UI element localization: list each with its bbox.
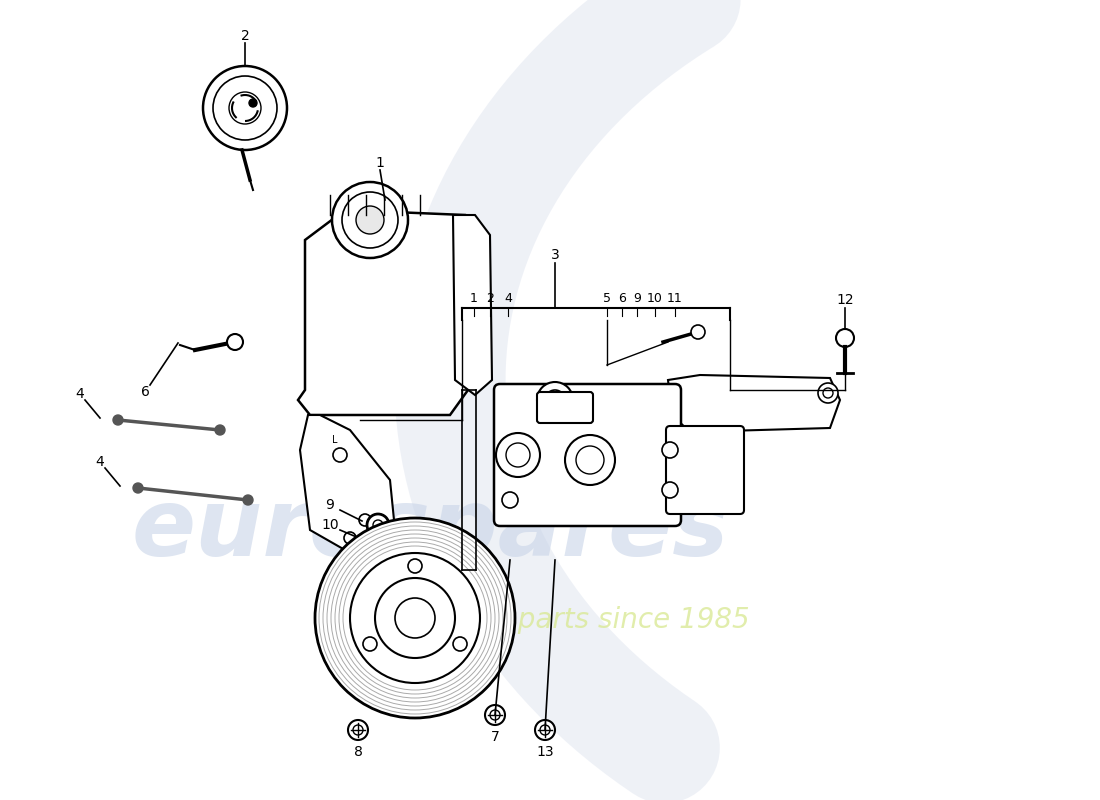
Circle shape bbox=[333, 448, 346, 462]
Circle shape bbox=[375, 578, 455, 658]
Text: 7: 7 bbox=[491, 730, 499, 744]
Circle shape bbox=[227, 334, 243, 350]
Text: 4: 4 bbox=[96, 455, 104, 469]
Polygon shape bbox=[300, 415, 395, 550]
Circle shape bbox=[502, 492, 518, 508]
Circle shape bbox=[565, 435, 615, 485]
Circle shape bbox=[367, 514, 389, 536]
Circle shape bbox=[229, 92, 261, 124]
Circle shape bbox=[213, 76, 277, 140]
Circle shape bbox=[348, 720, 369, 740]
Circle shape bbox=[395, 598, 434, 638]
Text: 4: 4 bbox=[504, 291, 512, 305]
Text: 2: 2 bbox=[486, 291, 494, 305]
Circle shape bbox=[249, 99, 257, 107]
Text: 1: 1 bbox=[375, 156, 384, 170]
Text: 1: 1 bbox=[470, 291, 477, 305]
Polygon shape bbox=[298, 210, 470, 415]
Text: a passion for parts since 1985: a passion for parts since 1985 bbox=[330, 606, 750, 634]
Text: L: L bbox=[332, 435, 338, 445]
Text: 11: 11 bbox=[667, 291, 683, 305]
Text: 10: 10 bbox=[647, 291, 663, 305]
Text: 12: 12 bbox=[836, 293, 854, 307]
Circle shape bbox=[332, 182, 408, 258]
Circle shape bbox=[133, 483, 143, 493]
Text: eurospares: eurospares bbox=[131, 484, 728, 576]
Circle shape bbox=[377, 540, 387, 550]
Text: 9: 9 bbox=[634, 291, 641, 305]
FancyBboxPatch shape bbox=[494, 384, 681, 526]
FancyBboxPatch shape bbox=[666, 426, 744, 514]
Circle shape bbox=[576, 446, 604, 474]
Circle shape bbox=[691, 325, 705, 339]
Circle shape bbox=[535, 720, 556, 740]
Circle shape bbox=[496, 433, 540, 477]
Text: 9: 9 bbox=[326, 498, 334, 512]
Circle shape bbox=[836, 329, 854, 347]
Circle shape bbox=[204, 66, 287, 150]
Text: 8: 8 bbox=[353, 745, 362, 759]
Circle shape bbox=[350, 553, 480, 683]
Text: 10: 10 bbox=[321, 518, 339, 532]
FancyBboxPatch shape bbox=[537, 392, 593, 423]
Circle shape bbox=[373, 520, 383, 530]
Circle shape bbox=[315, 518, 515, 718]
Circle shape bbox=[544, 390, 565, 410]
Circle shape bbox=[342, 192, 398, 248]
Circle shape bbox=[113, 415, 123, 425]
Circle shape bbox=[453, 637, 468, 651]
Text: 5: 5 bbox=[603, 291, 611, 305]
Circle shape bbox=[408, 559, 422, 573]
Circle shape bbox=[823, 388, 833, 398]
Polygon shape bbox=[668, 375, 840, 432]
Circle shape bbox=[344, 532, 356, 544]
Text: 13: 13 bbox=[536, 745, 553, 759]
Circle shape bbox=[356, 206, 384, 234]
Circle shape bbox=[363, 637, 377, 651]
Text: 3: 3 bbox=[551, 248, 560, 262]
Circle shape bbox=[818, 383, 838, 403]
Circle shape bbox=[662, 482, 678, 498]
Text: 6: 6 bbox=[618, 291, 626, 305]
Circle shape bbox=[537, 382, 573, 418]
Circle shape bbox=[214, 425, 225, 435]
Circle shape bbox=[662, 442, 678, 458]
Text: 6: 6 bbox=[141, 385, 150, 399]
Text: 2: 2 bbox=[241, 29, 250, 43]
Circle shape bbox=[243, 495, 253, 505]
Circle shape bbox=[506, 443, 530, 467]
Circle shape bbox=[371, 534, 393, 556]
Circle shape bbox=[540, 725, 550, 735]
Circle shape bbox=[485, 705, 505, 725]
Polygon shape bbox=[453, 215, 492, 395]
Text: 4: 4 bbox=[76, 387, 85, 401]
Circle shape bbox=[490, 710, 500, 720]
Circle shape bbox=[359, 514, 371, 526]
Circle shape bbox=[353, 725, 363, 735]
